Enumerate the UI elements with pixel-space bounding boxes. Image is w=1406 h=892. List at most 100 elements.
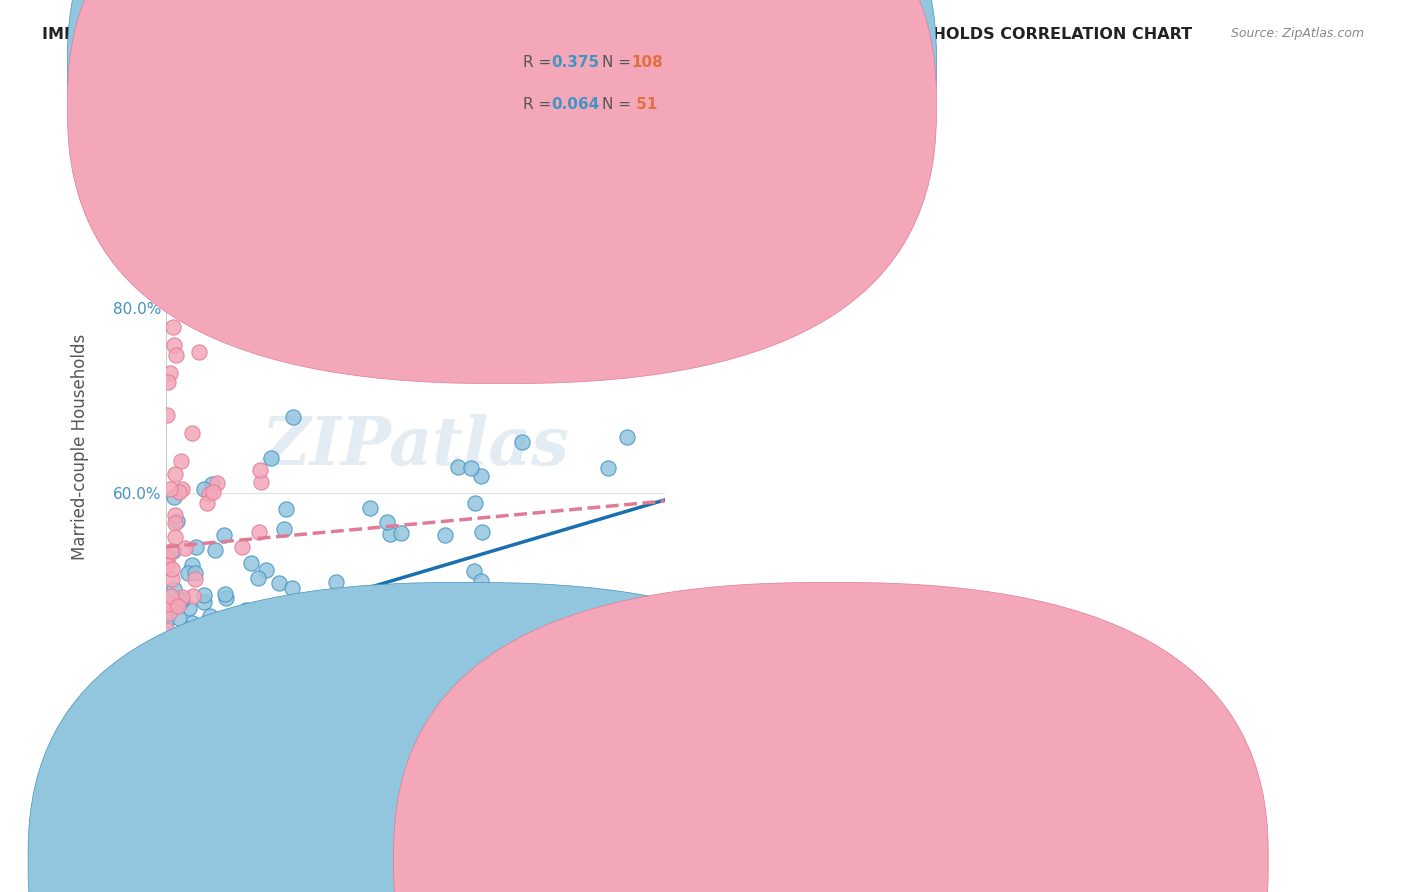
Point bbox=[496, 585, 519, 599]
Point bbox=[177, 694, 200, 708]
Point bbox=[318, 711, 340, 725]
Point bbox=[249, 475, 271, 490]
Point bbox=[181, 616, 204, 631]
Point bbox=[208, 721, 231, 735]
Point bbox=[170, 625, 193, 640]
Point bbox=[160, 562, 183, 576]
Point bbox=[471, 525, 494, 540]
Point bbox=[371, 692, 394, 706]
Point bbox=[534, 357, 557, 371]
Text: R =: R = bbox=[523, 55, 557, 70]
Point bbox=[165, 467, 187, 482]
Point bbox=[162, 632, 184, 647]
Point bbox=[429, 627, 451, 641]
Point bbox=[447, 460, 470, 475]
Point bbox=[254, 563, 277, 577]
Point bbox=[423, 631, 446, 645]
Point bbox=[166, 667, 188, 681]
Point bbox=[260, 690, 283, 704]
Point bbox=[243, 745, 266, 759]
Point bbox=[633, 121, 655, 136]
Point bbox=[155, 623, 177, 637]
Point bbox=[201, 476, 224, 491]
Point bbox=[380, 526, 402, 541]
Point bbox=[181, 426, 204, 441]
Point bbox=[368, 660, 391, 674]
Point bbox=[463, 565, 485, 579]
Point bbox=[155, 558, 177, 572]
Point bbox=[204, 543, 226, 558]
Point bbox=[172, 745, 194, 759]
Point bbox=[245, 729, 267, 743]
Point bbox=[167, 611, 190, 625]
Point bbox=[176, 566, 198, 581]
Point bbox=[434, 528, 457, 542]
Point bbox=[235, 603, 257, 617]
Point bbox=[233, 723, 256, 738]
Point bbox=[409, 684, 432, 698]
Point bbox=[159, 366, 181, 380]
Point bbox=[614, 687, 637, 701]
Text: Source: ZipAtlas.com: Source: ZipAtlas.com bbox=[1230, 27, 1364, 40]
Point bbox=[156, 632, 179, 646]
Point bbox=[274, 623, 297, 637]
Point bbox=[571, 687, 593, 701]
Point bbox=[212, 615, 235, 630]
Point bbox=[159, 589, 181, 603]
Point bbox=[162, 582, 184, 597]
Point bbox=[163, 338, 186, 352]
Point bbox=[510, 435, 533, 450]
Text: N =: N = bbox=[602, 97, 636, 112]
Point bbox=[156, 613, 179, 627]
Point bbox=[236, 708, 259, 723]
Point bbox=[177, 622, 200, 636]
Point bbox=[170, 453, 193, 467]
Text: 51: 51 bbox=[631, 97, 658, 112]
Point bbox=[215, 591, 238, 606]
Point bbox=[350, 683, 373, 698]
Point bbox=[281, 410, 304, 425]
Point bbox=[337, 657, 360, 672]
Point bbox=[160, 649, 183, 664]
Point bbox=[492, 704, 515, 718]
Point bbox=[359, 500, 381, 515]
Point bbox=[198, 609, 221, 624]
Point bbox=[273, 522, 295, 536]
Text: 0.375: 0.375 bbox=[551, 55, 599, 70]
Point bbox=[207, 745, 229, 759]
Point bbox=[460, 461, 482, 475]
Point bbox=[160, 543, 183, 558]
Point bbox=[170, 641, 193, 656]
Point bbox=[157, 687, 180, 701]
Point bbox=[243, 639, 266, 653]
Point bbox=[277, 697, 299, 711]
Point bbox=[174, 673, 197, 687]
Point bbox=[159, 674, 181, 689]
Text: 0.064: 0.064 bbox=[551, 97, 599, 112]
Point bbox=[173, 541, 195, 555]
Point bbox=[163, 490, 186, 504]
Point bbox=[247, 571, 270, 585]
Point bbox=[193, 482, 215, 496]
Point bbox=[177, 662, 200, 676]
Text: 108: 108 bbox=[631, 55, 664, 70]
Point bbox=[170, 593, 193, 607]
Point bbox=[197, 632, 219, 646]
Point bbox=[205, 476, 228, 491]
Text: 60.0%: 60.0% bbox=[949, 661, 997, 676]
Text: 0.0%: 0.0% bbox=[166, 661, 205, 676]
Point bbox=[160, 599, 183, 613]
Point bbox=[174, 691, 197, 706]
Point bbox=[470, 469, 492, 483]
Point bbox=[183, 589, 205, 603]
Point bbox=[247, 525, 270, 540]
Point bbox=[184, 566, 207, 580]
Point bbox=[156, 408, 179, 422]
Point bbox=[267, 575, 290, 590]
Point bbox=[183, 684, 205, 698]
Point bbox=[276, 502, 298, 516]
Point bbox=[165, 508, 187, 523]
Point bbox=[162, 319, 184, 334]
Point bbox=[211, 668, 233, 682]
Point bbox=[205, 632, 228, 646]
